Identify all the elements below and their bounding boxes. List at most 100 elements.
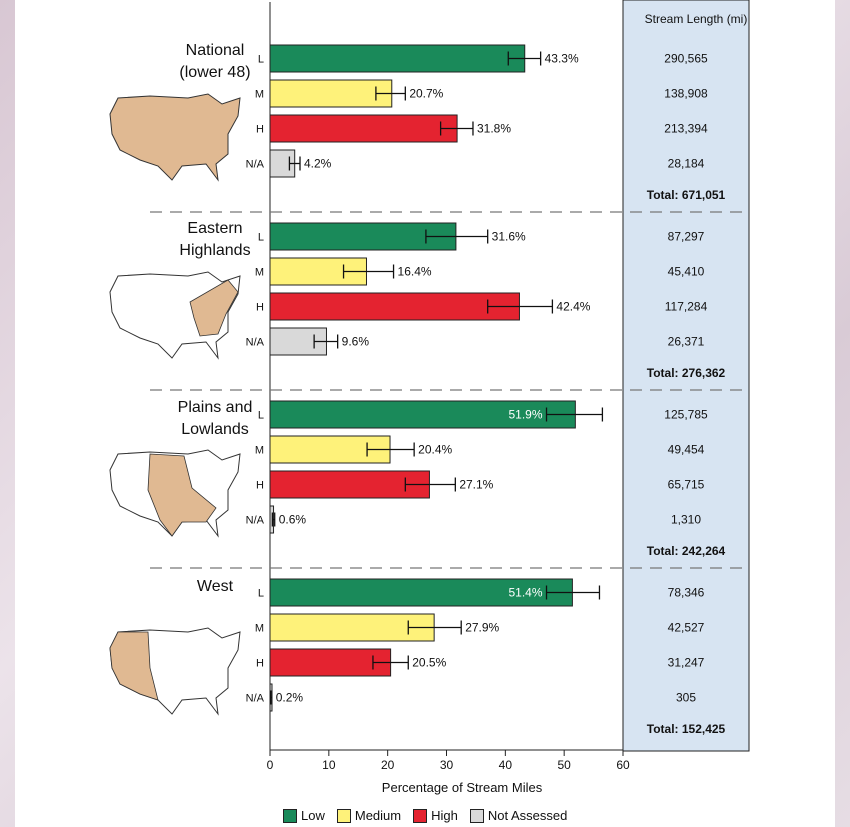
bar-national-m (269, 79, 393, 108)
value-label-national-na: 4.2% (304, 157, 332, 171)
region-title-line1: West (196, 578, 234, 595)
bar-eastern-h (269, 292, 520, 321)
bar-west-h (269, 648, 392, 677)
value-label-eastern-l: 31.6% (492, 230, 526, 244)
category-label-na: N/A (246, 693, 265, 705)
stream-length-total-eastern: Total: 276,362 (647, 366, 726, 380)
bar-plains-and-l (269, 400, 576, 429)
x-tick-label-30: 30 (440, 758, 454, 772)
category-label-na: N/A (246, 515, 265, 527)
legend-swatch-high (413, 808, 428, 823)
stream-length-national-m: 138,908 (664, 87, 708, 101)
stream-length-west-na: 305 (676, 691, 696, 705)
value-label-plains-and-h: 27.1% (459, 478, 493, 492)
stream-length-eastern-m: 45,410 (668, 265, 705, 279)
legend-label-low: Low (301, 808, 325, 823)
x-tick-label-10: 10 (322, 758, 336, 772)
x-tick-label-40: 40 (499, 758, 513, 772)
value-label-plains-and-m: 20.4% (418, 443, 452, 457)
bar-west-m (269, 613, 435, 642)
category-label-h: H (256, 658, 264, 670)
bar-plains-and-h (269, 470, 430, 499)
legend-item-not-assessed: Not Assessed (469, 808, 568, 823)
region-title-plains-lowlands: Plains and Lowlands (155, 397, 275, 441)
stream-length-eastern-na: 26,371 (668, 335, 705, 349)
value-label-west-h: 20.5% (412, 656, 446, 670)
legend-swatch-not-assessed (469, 808, 484, 823)
legend-label-medium: Medium (354, 808, 402, 823)
stream-length-total-national: Total: 671,051 (647, 188, 726, 202)
stream-length-national-na: 28,184 (668, 157, 705, 171)
region-title-line1: Plains and (177, 399, 253, 416)
legend-swatch-medium (336, 808, 351, 823)
x-tick-label-0: 0 (267, 758, 274, 772)
value-label-west-l: 51.4% (508, 586, 542, 600)
region-title-line1: National (185, 42, 245, 59)
value-label-plains-and-l: 51.9% (508, 408, 542, 422)
category-label-l: L (258, 410, 264, 422)
region-title-line2: Lowlands (181, 421, 249, 438)
stream-length-plains-and-na: 1,310 (671, 513, 701, 527)
category-label-l: L (258, 54, 264, 66)
region-title-national: National (lower 48) (155, 40, 275, 84)
legend-item-low: Low (283, 808, 325, 823)
region-title-eastern-highlands: Eastern Highlands (155, 218, 275, 262)
legend-swatch-low (283, 808, 297, 823)
value-label-eastern-na: 9.6% (342, 335, 370, 349)
category-label-m: M (255, 89, 264, 101)
category-label-na: N/A (246, 337, 265, 349)
category-label-m: M (255, 445, 264, 457)
stream-length-plains-and-h: 65,715 (668, 478, 705, 492)
chart-panel: 0 10 20 30 40 50 60 L 43.3% 290,565 M 20.7% 138,908 H… (15, 0, 835, 827)
stream-length-west-h: 31,247 (668, 656, 705, 670)
region-title-line2: (lower 48) (179, 64, 251, 81)
category-label-m: M (255, 267, 264, 279)
stream-length-eastern-l: 87,297 (668, 230, 705, 244)
stream-length-west-l: 78,346 (668, 586, 705, 600)
bar-eastern-l (269, 222, 457, 251)
legend: Low Medium High Not Assessed (283, 808, 567, 823)
us-map-highlight-plains-and (147, 453, 217, 537)
category-label-m: M (255, 623, 264, 635)
stream-length-west-m: 42,527 (668, 621, 705, 635)
category-label-h: H (256, 302, 264, 314)
x-tick-label-60: 60 (616, 758, 630, 772)
category-label-l: L (258, 588, 264, 600)
stream-length-header: Stream Length (mi) (644, 12, 748, 26)
bar-national-h (269, 114, 458, 143)
x-axis-label: Percentage of Stream Miles (381, 780, 543, 795)
legend-label-not-assessed: Not Assessed (487, 808, 568, 823)
stream-length-plains-and-l: 125,785 (664, 408, 708, 422)
stream-length-table-bg (622, 0, 750, 752)
value-label-west-m: 27.9% (465, 621, 499, 635)
value-label-eastern-m: 16.4% (398, 265, 432, 279)
stream-length-total-west: Total: 152,425 (647, 722, 726, 736)
us-map-national (109, 93, 241, 182)
category-label-l: L (258, 232, 264, 244)
x-tick-label-50: 50 (557, 758, 571, 772)
category-label-h: H (256, 480, 264, 492)
stream-length-plains-and-m: 49,454 (668, 443, 705, 457)
region-title-line2: Highlands (179, 242, 251, 259)
stream-length-national-h: 213,394 (664, 122, 708, 136)
value-label-national-h: 31.8% (477, 122, 511, 136)
value-label-plains-and-na: 0.6% (279, 513, 307, 527)
legend-item-medium: Medium (336, 808, 402, 823)
legend-item-high: High (413, 808, 458, 823)
stream-length-total-plains-and: Total: 242,264 (647, 544, 726, 558)
stream-length-eastern-h: 117,284 (665, 300, 708, 314)
value-label-national-l: 43.3% (545, 52, 579, 66)
x-tick-label-20: 20 (381, 758, 395, 772)
legend-label-high: High (431, 808, 458, 823)
us-map-highlight-west (109, 631, 159, 701)
bar-chart: 0 10 20 30 40 50 60 L 43.3% 290,565 M 20.7% 138,908 H… (109, 0, 750, 772)
category-label-na: N/A (246, 159, 265, 171)
region-title-west: West (155, 576, 275, 598)
category-label-h: H (256, 124, 264, 136)
bar-west-l (269, 578, 573, 607)
us-map-highlight-eastern (189, 279, 239, 337)
region-title-line1: Eastern (187, 220, 243, 237)
stream-length-national-l: 290,565 (664, 52, 708, 66)
bar-national-l (269, 44, 526, 73)
value-label-eastern-h: 42.4% (556, 300, 590, 314)
